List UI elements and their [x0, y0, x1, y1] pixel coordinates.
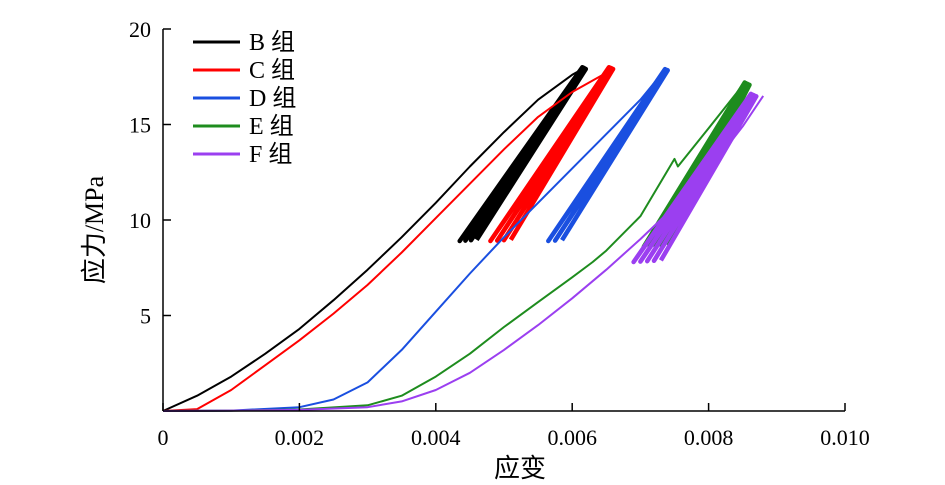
y-tick-label: 5 — [140, 304, 151, 329]
series-line-1 — [162, 66, 614, 412]
cycle-band-0 — [457, 64, 589, 244]
cycle-band-2 — [546, 66, 670, 244]
x-axis-label: 应变 — [494, 454, 546, 483]
cycle-band-4 — [631, 91, 759, 265]
x-tick-label: 0.004 — [411, 425, 461, 450]
y-tick-label: 15 — [129, 113, 151, 138]
y-tick-label: 20 — [129, 17, 151, 42]
axes: 0 0.002 0.004 0.006 0.008 0.010 5 10 15 20 — [129, 17, 870, 450]
x-tick-label: 0.002 — [275, 425, 325, 450]
series-line-3 — [162, 83, 744, 412]
plot-lines — [162, 64, 765, 412]
x-tick-label: 0.010 — [820, 425, 870, 450]
legend-label-4: F 组 — [249, 141, 292, 168]
cycle-band-1 — [488, 64, 616, 244]
series-line-2 — [162, 68, 669, 412]
series-line-0 — [162, 66, 587, 412]
x-tick-label: 0 — [158, 425, 169, 450]
legend-label-3: E 组 — [249, 113, 294, 140]
legend-label-0: B 组 — [249, 29, 295, 56]
x-tick-label: 0.006 — [547, 425, 597, 450]
legend-label-1: C 组 — [249, 57, 295, 84]
y-axis-label: 应力/MPa — [80, 175, 109, 284]
x-tick-label: 0.008 — [684, 425, 734, 450]
legend-label-2: D 组 — [249, 85, 296, 112]
legend: B 组C 组D 组E 组F 组 — [193, 29, 296, 168]
y-tick-label: 10 — [129, 208, 151, 233]
